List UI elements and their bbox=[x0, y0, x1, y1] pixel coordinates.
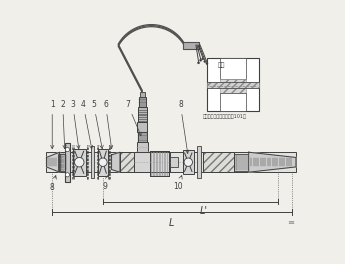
Bar bbox=[138, 132, 147, 142]
Bar bbox=[234, 154, 249, 171]
Polygon shape bbox=[47, 152, 60, 172]
Bar bbox=[220, 79, 246, 93]
Bar bbox=[91, 147, 94, 178]
Bar bbox=[58, 154, 63, 171]
Bar bbox=[203, 152, 234, 172]
Bar bbox=[60, 154, 67, 171]
Bar bbox=[220, 93, 246, 111]
Bar bbox=[183, 43, 199, 49]
Text: 5: 5 bbox=[91, 100, 103, 149]
Text: 1: 1 bbox=[50, 100, 55, 149]
Circle shape bbox=[99, 158, 107, 166]
Bar bbox=[220, 58, 246, 79]
Circle shape bbox=[75, 157, 84, 167]
Polygon shape bbox=[111, 152, 120, 172]
Circle shape bbox=[197, 62, 200, 64]
Bar bbox=[207, 82, 259, 88]
Text: 6: 6 bbox=[103, 100, 113, 149]
Circle shape bbox=[184, 158, 193, 166]
Text: 4: 4 bbox=[81, 100, 93, 149]
Circle shape bbox=[65, 148, 70, 152]
Bar bbox=[183, 150, 194, 174]
Bar bbox=[150, 151, 169, 176]
Circle shape bbox=[200, 59, 202, 61]
Text: 流向: 流向 bbox=[217, 62, 225, 68]
Bar bbox=[170, 157, 178, 167]
Bar bbox=[138, 107, 147, 122]
Bar bbox=[137, 142, 148, 152]
Circle shape bbox=[202, 58, 204, 60]
Text: 10: 10 bbox=[173, 176, 183, 191]
Text: 2: 2 bbox=[60, 100, 66, 149]
Bar bbox=[139, 97, 146, 107]
Bar bbox=[140, 92, 145, 97]
Text: 8: 8 bbox=[49, 176, 56, 192]
Bar bbox=[137, 122, 147, 132]
Bar bbox=[98, 149, 108, 176]
Text: 置轴在外筒内装配位置（101）: 置轴在外筒内装配位置（101） bbox=[203, 114, 247, 119]
Circle shape bbox=[204, 60, 206, 63]
Text: ≡: ≡ bbox=[287, 218, 294, 227]
Bar bbox=[207, 58, 259, 111]
Bar bbox=[197, 147, 201, 178]
Text: 8: 8 bbox=[178, 100, 189, 153]
Bar bbox=[47, 152, 296, 172]
Bar bbox=[135, 152, 170, 172]
Circle shape bbox=[206, 63, 208, 65]
Bar bbox=[73, 149, 86, 176]
Circle shape bbox=[65, 173, 70, 177]
Text: 3: 3 bbox=[70, 100, 80, 149]
Text: 7: 7 bbox=[126, 100, 141, 136]
Polygon shape bbox=[249, 152, 296, 172]
Bar bbox=[120, 152, 161, 172]
Bar bbox=[65, 143, 70, 182]
Text: L': L' bbox=[199, 206, 207, 216]
Text: 9: 9 bbox=[102, 176, 109, 191]
Text: L: L bbox=[169, 218, 175, 228]
